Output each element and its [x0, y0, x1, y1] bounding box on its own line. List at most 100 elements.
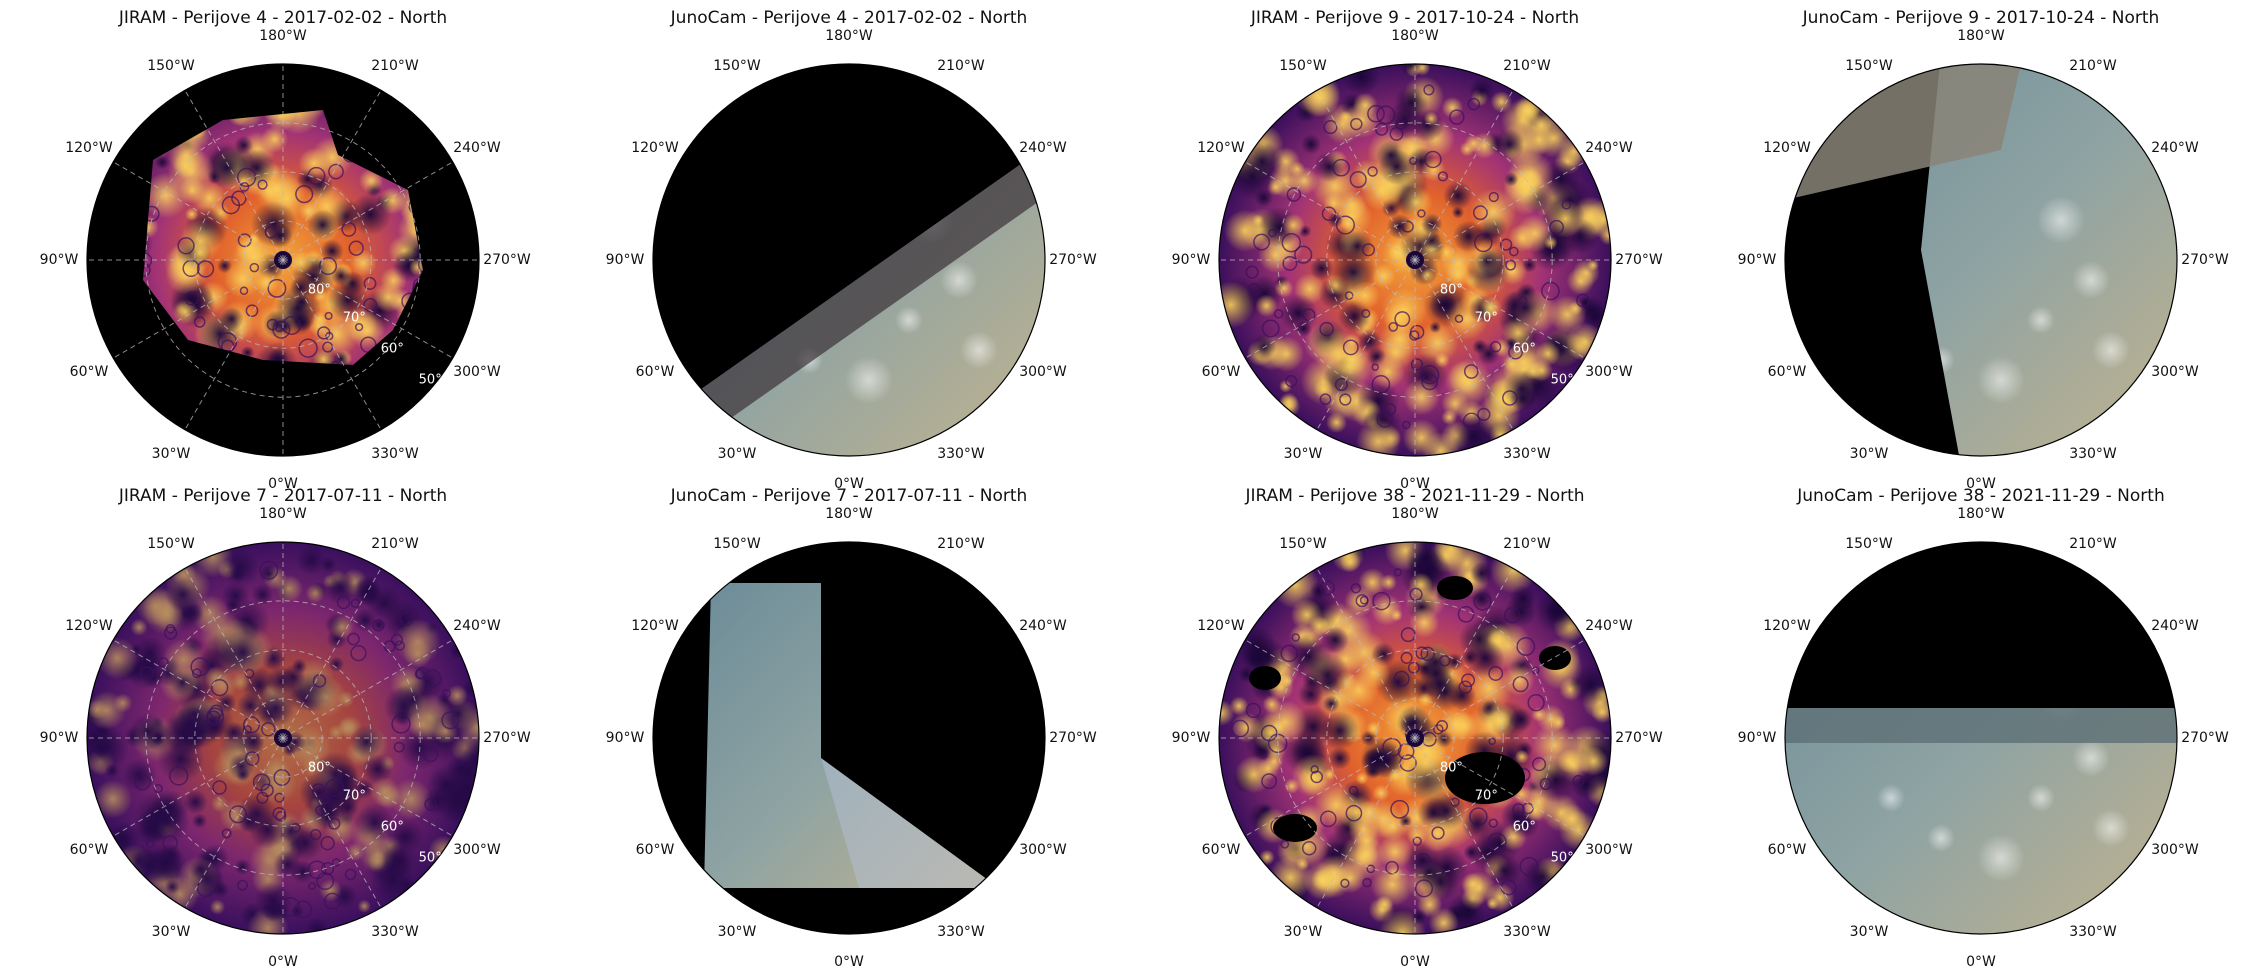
texture-blob: [1417, 692, 1433, 708]
cyclone-ring: [347, 632, 360, 646]
texture-blob: [403, 639, 432, 668]
texture-blob: [1551, 715, 1566, 730]
cyclone-ring: [1499, 238, 1513, 251]
texture-blob: [104, 763, 120, 778]
longitude-label: 180°W: [259, 506, 307, 522]
texture-blob: [1328, 746, 1352, 770]
meridian-line: [113, 259, 284, 359]
cyclone-ring: [1488, 666, 1504, 681]
texture-blob: [1587, 259, 1600, 272]
cyclone-ring: [1285, 375, 1298, 388]
longitude-label: 90°W: [1737, 252, 1777, 268]
cyclone-ring: [1450, 797, 1460, 807]
polar-grid: [87, 542, 479, 934]
cyclone-ring: [1339, 393, 1352, 406]
texture-blob: [1566, 267, 1595, 295]
longitude-label: 300°W: [1585, 842, 1633, 858]
texture-blob: [261, 125, 289, 153]
cyclone-ring: [1367, 166, 1378, 177]
texture-blob: [323, 570, 357, 604]
meridian-line: [1414, 259, 1514, 430]
texture-blob: [1301, 134, 1322, 155]
meridian-line: [282, 259, 382, 430]
vortex-highlight: [940, 261, 978, 299]
texture-blob: [191, 813, 208, 829]
meridian-line: [1414, 737, 1585, 837]
texture-blob: [1409, 607, 1440, 638]
cyclone-ring: [394, 640, 405, 651]
longitude-label: 330°W: [937, 924, 985, 940]
latitude-circle: [1326, 649, 1504, 827]
texture-blob: [1219, 699, 1235, 727]
cyclone-ring: [1310, 765, 1319, 774]
texture-blob: [250, 201, 297, 247]
cyclone-ring: [1245, 265, 1259, 279]
texture-blob: [155, 154, 170, 170]
longitude-label: 210°W: [1503, 58, 1551, 74]
longitude-label: 300°W: [453, 842, 501, 858]
cyclone-ring: [1420, 365, 1440, 385]
cyclone-ring: [1281, 232, 1302, 253]
latitude-label: 60°: [380, 819, 404, 835]
disk-outline: [1784, 541, 2178, 935]
meridian-line: [113, 639, 284, 739]
texture-blob: [1279, 379, 1293, 393]
vortex-highlight: [845, 356, 893, 404]
latitude-label: 50°: [418, 372, 442, 388]
texture-blob: [369, 776, 400, 807]
longitude-label: 270°W: [1049, 252, 1097, 268]
texture-blob: [1524, 362, 1542, 380]
cyclone-ring: [1400, 651, 1413, 664]
cyclone-ring: [1532, 757, 1547, 772]
cyclone-ring: [1393, 568, 1403, 577]
longitude-label: 0°W: [268, 954, 298, 970]
texture-blob: [1421, 431, 1461, 456]
texture-blob: [349, 249, 377, 277]
cyclone-ring: [393, 741, 405, 753]
texture-blob: [1336, 190, 1368, 222]
cyclone-ring: [1355, 594, 1369, 608]
texture-blob: [328, 656, 345, 673]
cyclone-ring: [363, 298, 378, 313]
longitude-label: 0°W: [1400, 476, 1430, 492]
cyclone-ring: [1561, 199, 1572, 210]
cyclone-ring: [317, 326, 331, 340]
texture-blob: [1355, 771, 1369, 785]
cyclone-ring: [177, 237, 195, 255]
texture-blob: [1439, 708, 1473, 742]
data-gap: [1437, 576, 1473, 600]
longitude-label: 120°W: [631, 140, 679, 156]
texture-blob: [1278, 293, 1318, 333]
texture-blob: [1327, 211, 1344, 228]
texture-blob: [1408, 572, 1434, 598]
cyclone-ring: [1437, 171, 1449, 182]
texture-blob: [253, 270, 279, 295]
cyclone-ring: [1323, 120, 1338, 135]
cyclone-ring: [1340, 878, 1350, 888]
cyclone-ring: [391, 714, 411, 734]
cyclone-ring: [1319, 393, 1332, 406]
latitude-label: 80°: [1439, 282, 1463, 298]
latitude-label: 70°: [1474, 788, 1498, 804]
texture-blob: [150, 789, 189, 828]
texture-blob: [1414, 64, 1431, 76]
cyclone-ring: [280, 896, 301, 917]
longitude-label: 30°W: [151, 446, 191, 462]
texture-blob: [1320, 711, 1360, 751]
texture-blob: [1291, 754, 1336, 798]
texture-blob: [304, 917, 329, 934]
panel-title: JunoCam - Perijove 38 - 2021-11-29 - Nor…: [1797, 486, 2165, 506]
cyclone-ring: [206, 707, 225, 726]
longitude-label: 30°W: [151, 924, 191, 940]
cyclone-ring: [264, 226, 278, 239]
longitude-label: 270°W: [1615, 730, 1663, 746]
cyclone-ring: [1417, 209, 1426, 218]
cyclone-ring: [252, 773, 271, 792]
data-gap: [1249, 666, 1281, 690]
cyclone-ring: [259, 560, 279, 580]
texture-blob: [1466, 639, 1505, 678]
cyclone-ring: [1474, 233, 1493, 253]
texture-blob: [179, 219, 222, 263]
cyclone-ring: [1301, 840, 1317, 856]
texture-blob: [1557, 749, 1582, 774]
